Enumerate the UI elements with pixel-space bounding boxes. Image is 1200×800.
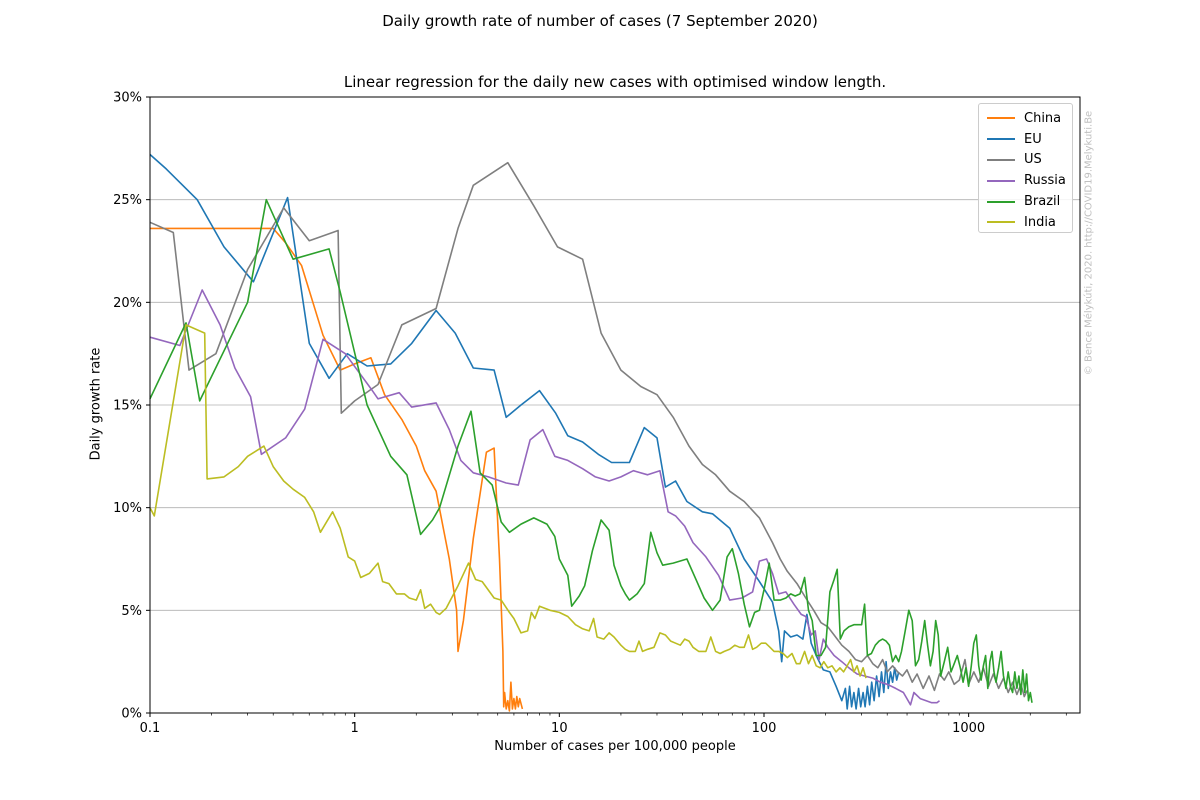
legend-item-india: India xyxy=(979,212,1072,233)
legend-label: EU xyxy=(1024,131,1042,147)
chart-title: Linear regression for the daily new case… xyxy=(343,73,887,91)
y-axis-label: Daily growth rate xyxy=(88,347,104,461)
series-line-china xyxy=(150,227,524,712)
grid-lines xyxy=(150,199,1080,611)
legend-label: India xyxy=(1024,214,1056,230)
y-tick-label: 25% xyxy=(113,193,142,208)
series-line-brazil xyxy=(149,198,1033,703)
legend-swatch xyxy=(987,138,1015,141)
legend-label: Brazil xyxy=(1024,194,1061,210)
series-line-russia xyxy=(149,289,940,706)
x-tick-label: 1000 xyxy=(952,721,985,736)
y-tick-label: 10% xyxy=(113,501,142,516)
legend-swatch xyxy=(987,179,1015,182)
copyright-watermark: © Bence Mélykúti, 2020. http://COVID19.M… xyxy=(1083,110,1095,376)
series-line-eu xyxy=(149,153,900,710)
series-line-us xyxy=(149,161,1028,698)
legend-item-china: China xyxy=(979,108,1072,129)
legend-swatch xyxy=(987,158,1015,161)
y-tick-label: 30% xyxy=(113,91,142,106)
chart-suptitle: Daily growth rate of number of cases (7 … xyxy=(382,12,818,30)
y-tick-label: 15% xyxy=(113,399,142,414)
y-tick-label: 20% xyxy=(113,296,142,311)
legend-item-russia: Russia xyxy=(979,170,1072,191)
legend-item-brazil: Brazil xyxy=(979,191,1072,212)
legend-label: China xyxy=(1024,110,1062,126)
axis-ticks: 0% 5% 10% 15% 20% 25% 30% 0.1 1 10 100 1000 xyxy=(113,91,1067,736)
legend-item-us: US xyxy=(979,150,1072,171)
legend-item-eu: EU xyxy=(979,129,1072,150)
x-tick-label: 100 xyxy=(752,721,777,736)
plot-series xyxy=(149,153,1033,712)
x-tick-label: 0.1 xyxy=(140,721,161,736)
y-tick-label: 0% xyxy=(121,707,142,722)
legend-swatch xyxy=(987,221,1015,224)
legend-label: Russia xyxy=(1024,173,1066,189)
x-tick-label: 10 xyxy=(551,721,568,736)
legend-swatch xyxy=(987,200,1015,203)
x-tick-label: 1 xyxy=(351,721,359,736)
legend-label: US xyxy=(1024,152,1042,168)
chart-legend: China EU US Russia Brazil India xyxy=(978,103,1073,233)
series-line-india xyxy=(149,324,867,679)
x-axis-label: Number of cases per 100,000 people xyxy=(494,739,736,754)
y-tick-label: 5% xyxy=(121,604,142,619)
legend-swatch xyxy=(987,117,1015,120)
